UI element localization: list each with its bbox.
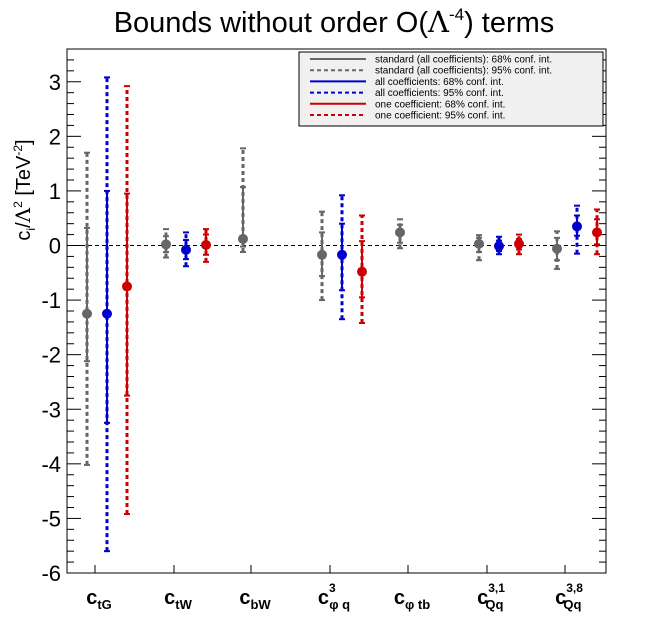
errorbar-1-3 (337, 194, 347, 321)
central-value-point (552, 243, 562, 254)
errorbar-0-2 (238, 147, 248, 254)
y-tick-label: 1 (49, 179, 61, 204)
errorbar-1-0 (102, 76, 112, 553)
central-value-point (572, 221, 582, 232)
errorbar-0-4 (395, 218, 405, 250)
y-tick-label: -5 (41, 506, 61, 531)
x-category-label: c3 φ q (318, 581, 350, 612)
x-category-label: ctG (86, 587, 112, 612)
y-tick-label: 0 (49, 234, 61, 259)
y-tick-label: -1 (41, 288, 61, 313)
central-value-point (102, 308, 112, 319)
plot-frame (66, 48, 607, 574)
central-value-point (494, 241, 504, 252)
y-tick-label: -2 (41, 343, 61, 368)
central-value-point (357, 266, 367, 277)
errorbar-1-6 (572, 204, 582, 255)
central-value-point (238, 233, 248, 244)
errorbar-2-1 (201, 228, 211, 263)
central-value-point (122, 281, 132, 292)
errorbar-2-5 (514, 233, 524, 256)
central-value-point (395, 227, 405, 238)
errorbar-0-5 (474, 234, 484, 262)
errorbar-1-1 (181, 231, 191, 268)
central-value-point (201, 239, 211, 250)
legend-label: standard (all coefficients): 68% conf. i… (375, 55, 552, 66)
legend-label: all coefficients: 68% conf. int. (375, 77, 504, 88)
central-value-point (181, 244, 191, 255)
legend-label: one coefficient: 95% conf. int. (375, 111, 505, 122)
central-value-point (474, 238, 484, 249)
x-category-label: cφ tb (394, 587, 430, 612)
central-value-point (317, 249, 327, 260)
errorbar-0-6 (552, 230, 562, 270)
x-category-label: ctW (164, 587, 192, 612)
legend: standard (all coefficients): 68% conf. i… (298, 51, 604, 127)
errorbar-2-6 (592, 208, 602, 256)
y-tick-label: -4 (41, 452, 61, 477)
y-tick-label: 3 (49, 70, 61, 95)
y-axis-label: ci/Λ2 [TeV-2] (11, 139, 38, 240)
legend-label: standard (all coefficients): 95% conf. i… (375, 66, 552, 77)
central-value-point (514, 238, 524, 249)
x-category-label: cbW (239, 587, 271, 612)
errorbar-2-0 (122, 85, 132, 516)
errorbar-2-3 (357, 214, 367, 325)
x-category-label: c3,1 Qq (477, 581, 505, 612)
central-value-point (82, 308, 92, 319)
legend-label: all coefficients: 95% conf. int. (375, 88, 504, 99)
errorbar-0-1 (161, 228, 171, 259)
x-category-label: c3,8 Qq (555, 581, 583, 612)
central-value-point (161, 239, 171, 250)
legend-box (298, 51, 604, 127)
errorbar-0-3 (317, 210, 327, 302)
y-tick-label: -3 (41, 397, 61, 422)
central-value-point (592, 227, 602, 238)
y-tick-label: 2 (49, 124, 61, 149)
errorbar-1-5 (494, 235, 504, 256)
error-bars (82, 76, 602, 553)
y-tick-label: -6 (41, 561, 61, 586)
central-value-point (337, 249, 347, 260)
chart-title: Bounds without order O(Λ-4) terms (114, 5, 555, 39)
legend-label: one coefficient: 68% conf. int. (375, 99, 505, 110)
errorbar-0-0 (82, 151, 92, 466)
x-axis-categories: ctG ctW cbW c3 φ q cφ tb c3,1 Qq c3,8 Qq (86, 565, 583, 612)
